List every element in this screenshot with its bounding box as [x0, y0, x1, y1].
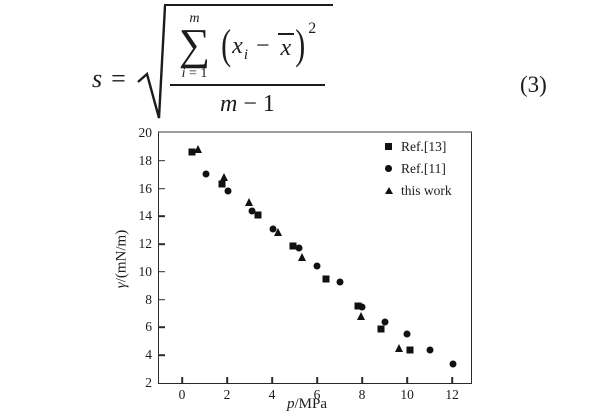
- y-tick-label: 6: [145, 319, 152, 335]
- data-point-circle: [426, 346, 434, 354]
- y-axis-tick: [159, 243, 165, 245]
- square-marker-icon: [384, 143, 393, 150]
- data-point-triangle: [356, 312, 365, 321]
- x-axis-tick: [271, 377, 273, 383]
- sigma-icon: ∑: [178, 20, 211, 70]
- exponent-2: 2: [308, 20, 317, 38]
- y-axis-tick: [159, 159, 165, 162]
- data-point-square: [354, 302, 362, 310]
- close-paren: ): [295, 22, 306, 69]
- x-tick-label: 12: [445, 387, 459, 402]
- legend-item: Ref.[11]: [384, 159, 452, 178]
- circle-marker-icon: [384, 165, 393, 172]
- data-point-square: [322, 275, 330, 283]
- y-axis-tick: [159, 271, 165, 273]
- legend-item: Ref.[13]: [384, 137, 452, 156]
- summation-upper-limit: m: [189, 11, 200, 27]
- x-axis-tick: [406, 377, 408, 383]
- y-axis-tick: [159, 326, 165, 329]
- y-tick-label: 18: [138, 152, 153, 168]
- fraction-denominator: m − 1: [220, 90, 275, 117]
- legend-label: Ref.[13]: [401, 138, 447, 154]
- data-point-triangle: [219, 172, 228, 181]
- data-point-square: [406, 346, 414, 354]
- x-axis-tick: [316, 377, 318, 383]
- y-tick-label: 10: [138, 263, 153, 279]
- square-shape: [385, 143, 392, 150]
- x-tick-label: 10: [400, 387, 414, 402]
- data-point-circle: [358, 303, 366, 311]
- y-tick-label: 4: [145, 347, 152, 363]
- data-point-circle: [403, 330, 411, 338]
- data-point-circle: [336, 278, 344, 286]
- y-tick-label: 12: [138, 236, 153, 252]
- data-point-circle: [224, 187, 232, 195]
- summation: m ∑ i = 1: [179, 12, 210, 80]
- x-axis-tick: [451, 377, 453, 383]
- data-point-triangle: [193, 144, 202, 153]
- x-axis-tick: [226, 377, 228, 383]
- legend: Ref.[13] Ref.[11] this work: [384, 137, 452, 200]
- legend-label: Ref.[11]: [401, 160, 446, 176]
- x-tick-label: 0: [178, 387, 186, 402]
- triangle-marker-icon: [384, 187, 393, 194]
- equals-sign: =: [111, 64, 126, 93]
- y-tick-label: 20: [138, 125, 153, 140]
- x-tick-label: 6: [313, 387, 321, 402]
- plot-area: 0 2 4 6 8 10 12 2 4 6 8 10 12 14 16 18 20 Ref.[13] Ref.[11…: [139, 125, 472, 402]
- radical-sign-icon: [136, 5, 166, 119]
- data-point-circle: [313, 262, 321, 270]
- y-axis-tick: [159, 187, 165, 190]
- minus-sign: −: [256, 33, 270, 60]
- y-tick-label: 16: [138, 180, 153, 196]
- y-axis-tick: [159, 215, 165, 218]
- data-point-circle: [295, 244, 303, 252]
- x-tick-label: 4: [268, 387, 276, 402]
- data-point-circle: [202, 170, 210, 178]
- data-point-triangle: [298, 252, 307, 261]
- x-axis-tick: [361, 377, 363, 383]
- data-point-triangle: [245, 197, 254, 206]
- data-point-circle: [269, 225, 277, 233]
- x-tick-label: 2: [223, 387, 231, 402]
- y-axis-label: γ/(mN/m): [113, 229, 130, 289]
- triangle-shape: [384, 187, 393, 194]
- y-axis-tick: [159, 298, 165, 301]
- summation-lower-limit: i = 1: [181, 65, 208, 81]
- data-point-square: [289, 242, 297, 250]
- data-point-square: [254, 211, 262, 219]
- x-bar: x: [277, 32, 295, 60]
- circle-shape: [385, 165, 392, 172]
- x-axis-label: p/MPa: [286, 396, 328, 412]
- x-tick-label: 8: [358, 387, 366, 402]
- y-axis-tick: [159, 354, 165, 357]
- data-point-square: [377, 325, 385, 333]
- legend-label: this work: [401, 182, 452, 198]
- data-point-triangle: [273, 227, 282, 236]
- y-tick-label: 2: [145, 375, 152, 390]
- legend-item: this work: [384, 181, 452, 200]
- x-axis-tick: [181, 377, 183, 383]
- data-point-circle: [248, 207, 256, 215]
- data-point-square: [188, 148, 196, 156]
- equation-variable-s: s: [92, 64, 103, 93]
- y-tick-label: 14: [138, 208, 153, 224]
- data-point-square: [218, 180, 226, 188]
- open-paren: (: [221, 22, 232, 69]
- data-point-circle: [449, 360, 457, 368]
- data-point-triangle: [395, 343, 404, 352]
- equation-lhs: s =: [92, 66, 126, 92]
- data-point-circle: [381, 318, 389, 326]
- equation-number: (3): [520, 72, 547, 97]
- y-tick-label: 8: [145, 291, 152, 307]
